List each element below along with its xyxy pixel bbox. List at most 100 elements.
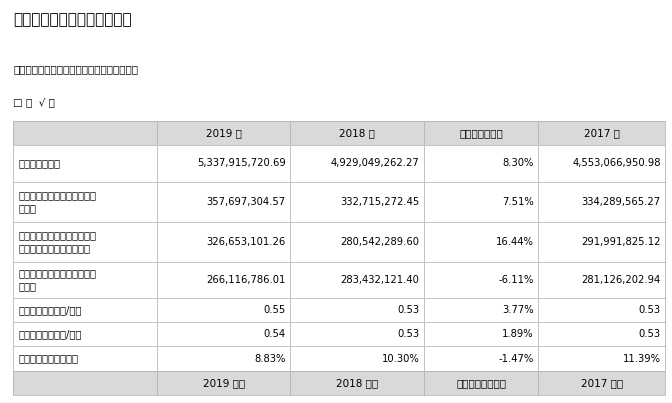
Bar [290, 121, 424, 145]
Bar [13, 371, 157, 395]
Text: 0.53: 0.53 [638, 305, 661, 315]
Bar [538, 222, 665, 262]
Bar [290, 222, 424, 262]
Bar [290, 371, 424, 395]
Bar [538, 121, 665, 145]
Text: 5,337,915,720.69: 5,337,915,720.69 [197, 158, 286, 168]
Bar [290, 322, 424, 347]
Text: 8.30%: 8.30% [502, 158, 534, 168]
Bar [13, 181, 157, 222]
Bar [290, 262, 424, 298]
Bar [13, 298, 157, 322]
Text: 经营活动产生的现金流量净额
（元）: 经营活动产生的现金流量净额 （元） [18, 268, 96, 291]
Text: 公司是否需追溯调整或重述以前年度会计数据: 公司是否需追溯调整或重述以前年度会计数据 [13, 64, 138, 75]
Bar [13, 222, 157, 262]
Bar [290, 371, 424, 395]
Bar [538, 262, 665, 298]
Text: 332,715,272.45: 332,715,272.45 [340, 197, 419, 206]
Text: 归属于上市公司股东的净利润
（元）: 归属于上市公司股东的净利润 （元） [18, 190, 96, 213]
Text: 六、主要会计数据和财务指标: 六、主要会计数据和财务指标 [13, 12, 132, 27]
Text: 281,126,202.94: 281,126,202.94 [581, 275, 661, 285]
Bar [13, 181, 157, 222]
Text: 0.55: 0.55 [263, 305, 286, 315]
Text: □ 是  √ 否: □ 是 √ 否 [13, 97, 55, 107]
Bar [157, 298, 290, 322]
Bar [157, 262, 290, 298]
Bar [538, 298, 665, 322]
Bar [538, 181, 665, 222]
Bar [13, 347, 157, 371]
Bar [538, 181, 665, 222]
Bar [424, 222, 538, 262]
Bar [290, 347, 424, 371]
Text: 2017 年: 2017 年 [584, 128, 620, 138]
Bar [424, 262, 538, 298]
Bar [290, 181, 424, 222]
Text: 营业收入（元）: 营业收入（元） [18, 158, 60, 168]
Bar [290, 121, 424, 145]
Text: 4,553,066,950.98: 4,553,066,950.98 [572, 158, 661, 168]
Bar [157, 145, 290, 181]
Bar [13, 121, 157, 145]
Text: 2017 年末: 2017 年末 [581, 378, 623, 388]
Bar [424, 298, 538, 322]
Text: -1.47%: -1.47% [498, 353, 534, 364]
Text: 16.44%: 16.44% [495, 237, 534, 247]
Bar [13, 222, 157, 262]
Bar [424, 222, 538, 262]
Bar [424, 371, 538, 395]
Bar [290, 322, 424, 347]
Bar [157, 322, 290, 347]
Bar [424, 121, 538, 145]
Text: 326,653,101.26: 326,653,101.26 [206, 237, 286, 247]
Bar [13, 145, 157, 181]
Bar [157, 347, 290, 371]
Bar [157, 222, 290, 262]
Text: 归属于上市公司股东的扣除非
经常性损益的净利润（元）: 归属于上市公司股东的扣除非 经常性损益的净利润（元） [18, 231, 96, 253]
Bar [13, 145, 157, 181]
Bar [13, 322, 157, 347]
Text: 291,991,825.12: 291,991,825.12 [581, 237, 661, 247]
Text: 280,542,289.60: 280,542,289.60 [341, 237, 419, 247]
Text: 2019 年末: 2019 年末 [202, 378, 245, 388]
Bar [290, 298, 424, 322]
Bar [538, 298, 665, 322]
Text: 357,697,304.57: 357,697,304.57 [207, 197, 286, 206]
Text: 稀释每股收益（元/股）: 稀释每股收益（元/股） [18, 329, 81, 339]
Bar [538, 371, 665, 395]
Text: 10.30%: 10.30% [382, 353, 419, 364]
Text: 283,432,121.40: 283,432,121.40 [341, 275, 419, 285]
Bar [290, 222, 424, 262]
Bar [157, 371, 290, 395]
Bar [424, 181, 538, 222]
Bar [157, 181, 290, 222]
Bar [157, 222, 290, 262]
Bar [538, 322, 665, 347]
Text: 2019 年: 2019 年 [206, 128, 242, 138]
Bar [157, 181, 290, 222]
Bar [424, 262, 538, 298]
Bar [290, 262, 424, 298]
Bar [424, 145, 538, 181]
Text: 0.53: 0.53 [638, 329, 661, 339]
Text: 8.83%: 8.83% [255, 353, 286, 364]
Text: 0.54: 0.54 [263, 329, 286, 339]
Bar [538, 145, 665, 181]
Bar [538, 322, 665, 347]
Text: -6.11%: -6.11% [498, 275, 534, 285]
Text: 3.77%: 3.77% [502, 305, 534, 315]
Text: 11.39%: 11.39% [622, 353, 661, 364]
Bar [157, 121, 290, 145]
Text: 2018 年末: 2018 年末 [336, 378, 378, 388]
Text: 加权平均净资产收益率: 加权平均净资产收益率 [18, 353, 78, 364]
Text: 266,116,786.01: 266,116,786.01 [206, 275, 286, 285]
Bar [157, 322, 290, 347]
Text: 基本每股收益（元/股）: 基本每股收益（元/股） [18, 305, 81, 315]
Text: 0.53: 0.53 [397, 329, 419, 339]
Bar [290, 347, 424, 371]
Bar [13, 347, 157, 371]
Text: 4,929,049,262.27: 4,929,049,262.27 [331, 158, 419, 168]
Bar [424, 347, 538, 371]
Bar [538, 347, 665, 371]
Bar [538, 222, 665, 262]
